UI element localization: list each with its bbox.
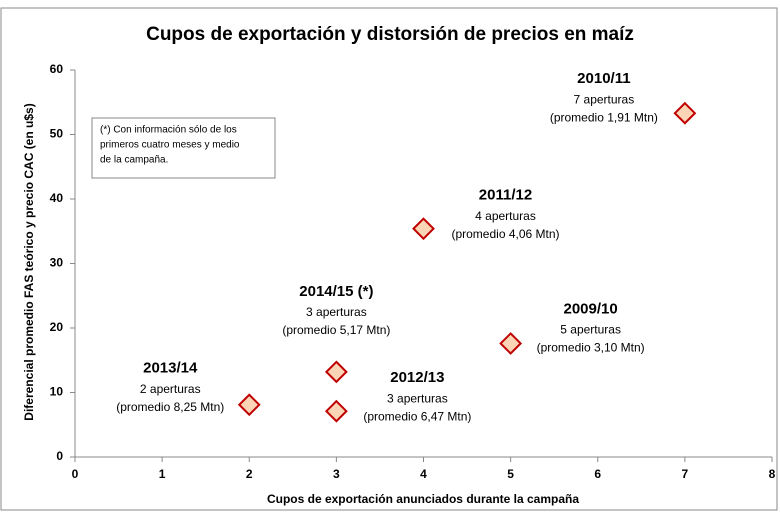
chart-frame [0,7,778,511]
note-line: (*) Con información sólo de los [100,125,237,136]
note-box [91,117,276,179]
point [673,101,697,125]
point [324,399,348,423]
point-detail: (promedio 6,47 Mtn) [363,409,471,423]
x-tick-label: 1 [159,467,166,481]
point-detail: 3 aperturas [387,391,448,405]
x-tick-label: 7 [682,467,689,481]
x-tick-label: 0 [72,467,79,481]
point-detail: (promedio 5,17 Mtn) [282,323,390,337]
point-detail: 4 aperturas [475,209,536,223]
point [237,393,261,417]
y-tick-label: 50 [50,127,64,141]
y-tick-label: 0 [56,449,63,463]
point [324,360,348,384]
point [412,217,435,241]
point [499,332,523,355]
y-axis-label: Diferencial promedio FAS teórico y preci… [22,103,36,420]
y-tick-label: 30 [50,256,64,270]
y-tick-label: 60 [50,62,64,76]
x-tick-label: 4 [420,467,427,481]
note-line: de la campaña. [100,155,168,166]
x-tick-label: 2 [246,467,253,481]
point-name: 2013/14 [143,360,198,377]
point-name: 2009/10 [564,300,618,317]
point-detail: (promedio 8,25 Mtn) [116,400,224,414]
point-detail: (promedio 3,10 Mtn) [537,341,645,355]
note-line: primeros cuatro meses y medio [100,140,240,151]
point-detail: 7 aperturas [574,92,635,106]
y-tick-label: 40 [50,191,64,205]
point-detail: 3 aperturas [306,305,367,319]
point-detail: (promedio 4,06 Mtn) [451,227,559,241]
y-tick-label: 10 [50,385,64,399]
x-tick-label: 3 [333,467,340,481]
x-tick-label: 8 [769,467,776,481]
point-name: 2014/15 (*) [299,283,373,300]
point-name: 2011/12 [479,187,532,204]
x-axis-label: Cupos de exportación anunciados durante … [267,492,579,506]
chart-title: Cupos de exportación y distorsión de pre… [146,24,634,45]
x-tick-label: 6 [594,467,601,481]
point-name: 2010/11 [577,70,630,87]
x-tick-label: 5 [507,467,514,481]
point-detail: 5 aperturas [560,323,621,337]
point-detail: 2 aperturas [140,382,201,396]
point-detail: (promedio 1,91 Mtn) [550,110,658,124]
y-tick-label: 20 [50,320,64,334]
point-name: 2012/13 [390,369,444,386]
